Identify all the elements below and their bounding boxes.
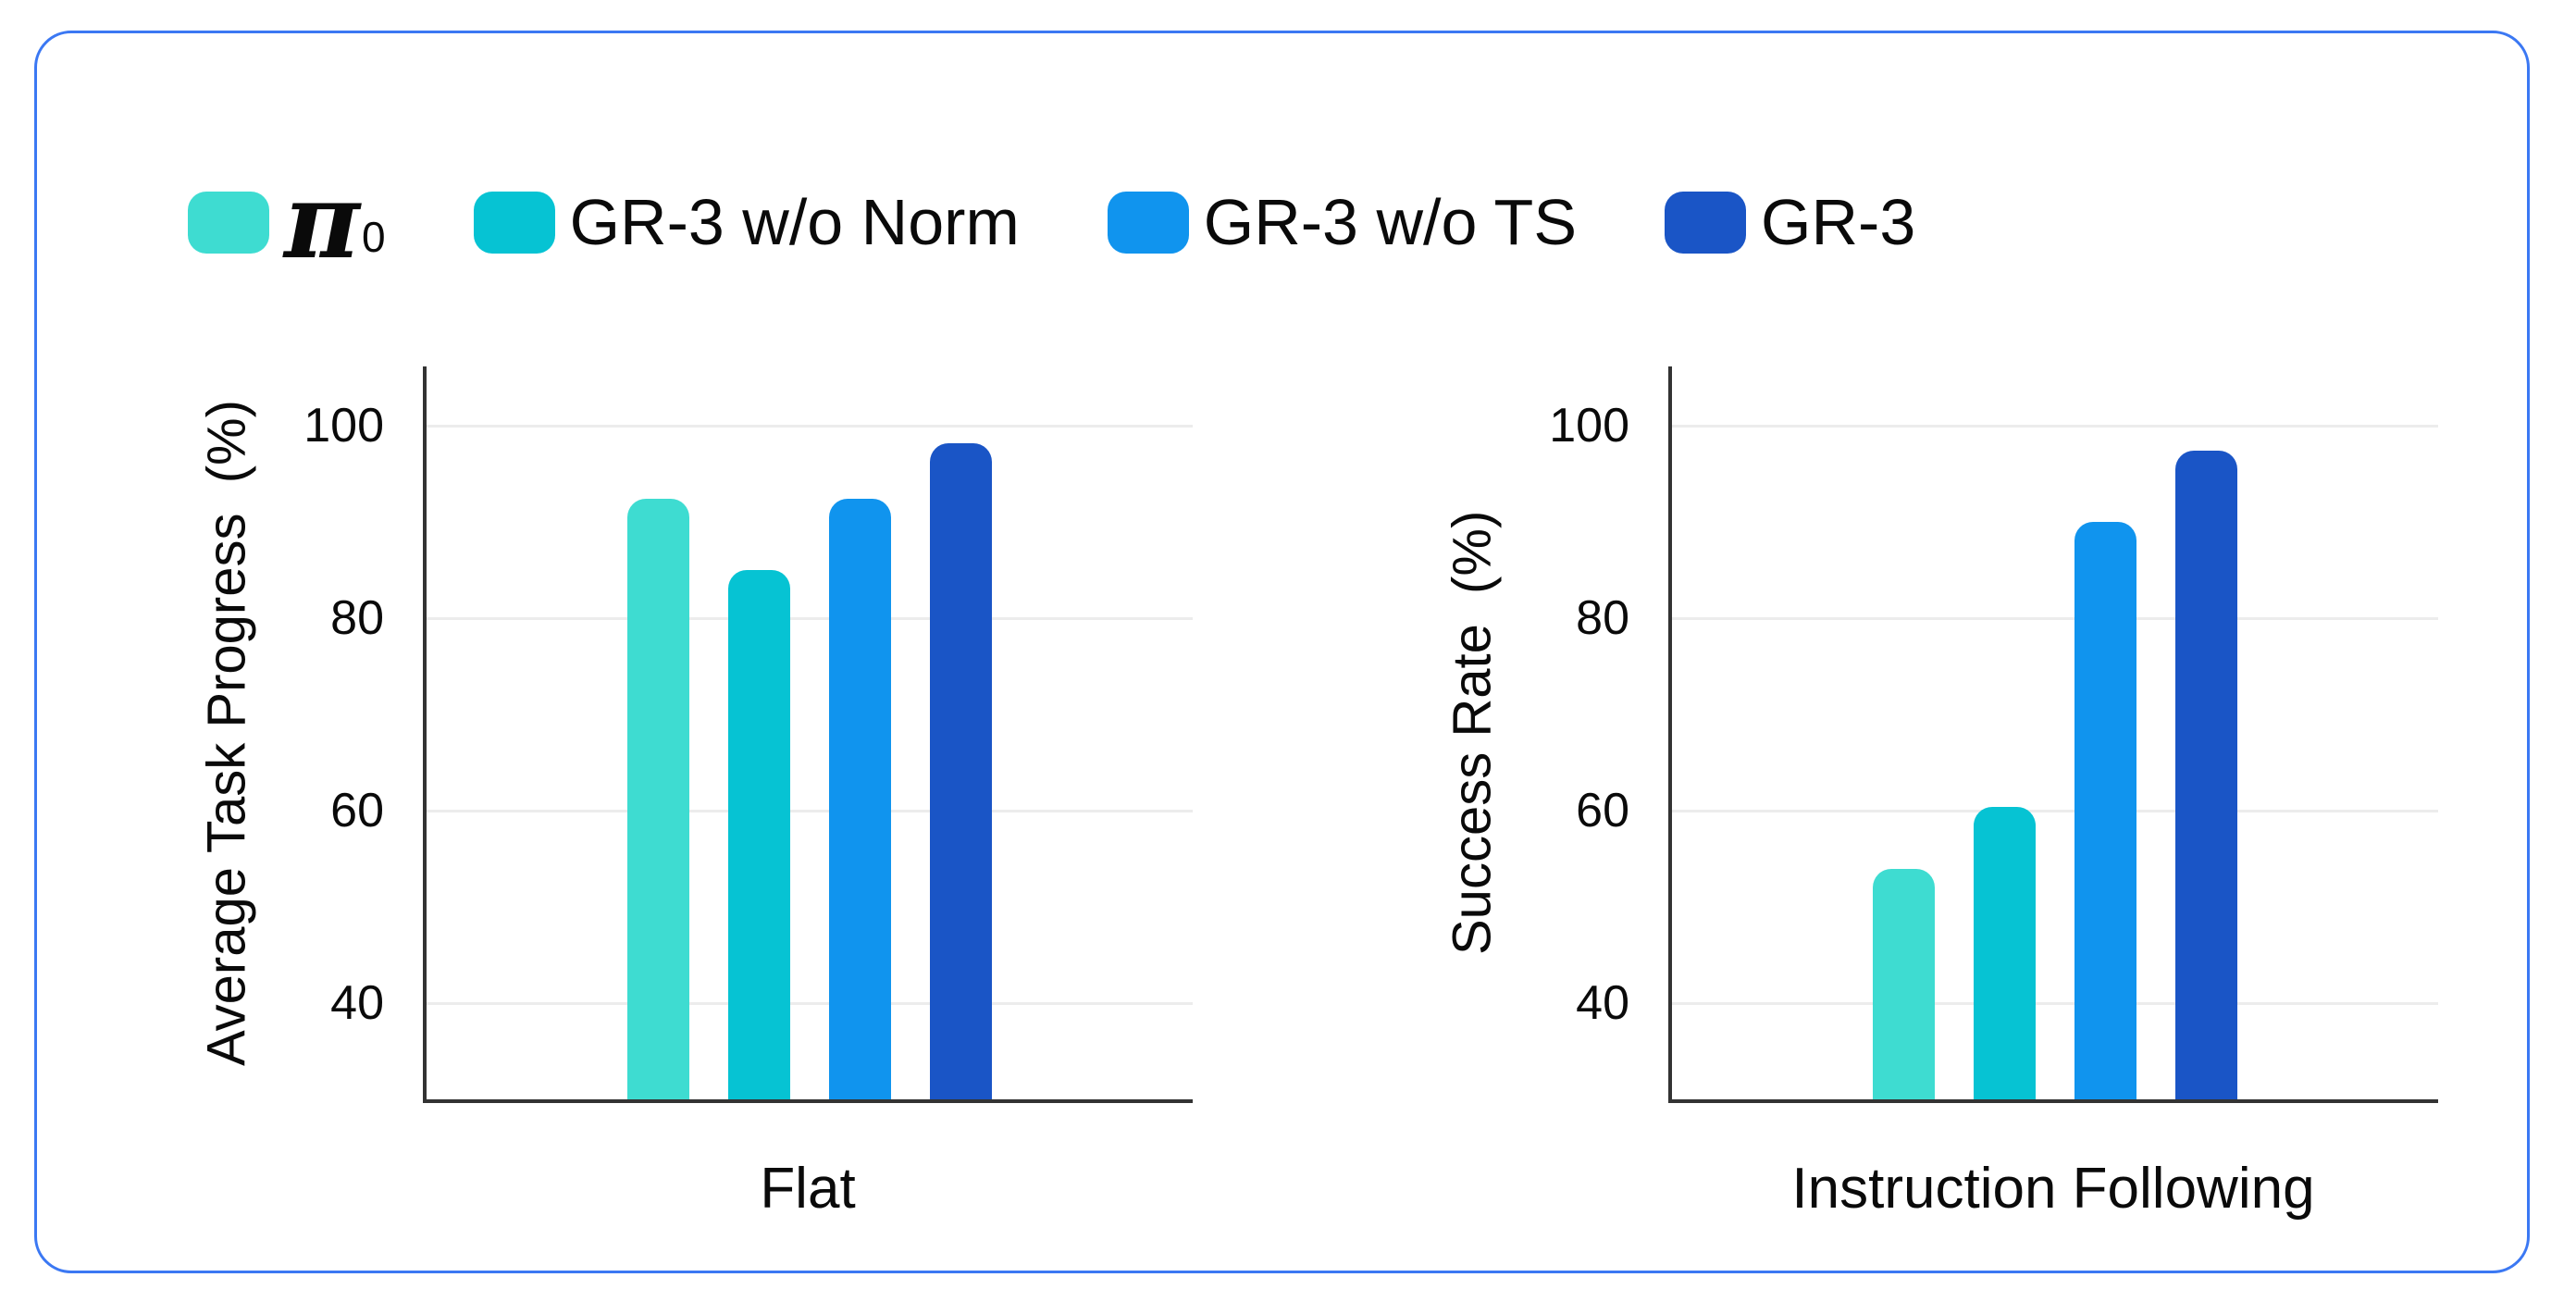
legend-label-gr3-wo-norm: GR-3 w/o Norm — [569, 186, 1020, 258]
y-tick-label-100: 100 — [303, 399, 384, 453]
plot-area-instruction-following: 40 60 80 100 — [1549, 366, 2438, 1103]
bar-gr-3-w-o-ts-flat — [829, 499, 891, 1099]
legend-item-gr3-wo-ts: GR-3 w/o TS — [1107, 186, 1578, 258]
y-tick-label-40: 40 — [330, 976, 384, 1031]
gridline-60 — [1672, 809, 2438, 812]
legend-label-gr3-wo-ts: GR-3 w/o TS — [1203, 186, 1578, 258]
x-axis-label-instruction-following: Instruction Following — [1791, 1157, 2315, 1221]
gridline-80 — [427, 616, 1193, 620]
gridline-100 — [1672, 424, 2438, 428]
legend-swatch-gr3-wo-ts — [1107, 191, 1189, 254]
legend-item-gr3: GR-3 — [1665, 190, 1915, 254]
bar-gr-3-instruction-following — [2175, 451, 2237, 1099]
gridline-60 — [427, 809, 1193, 812]
plot-area-flat: 40 60 80 100 — [303, 366, 1193, 1103]
bar-gr-3-flat — [930, 443, 992, 1099]
pi-symbol: π — [284, 161, 360, 283]
y-tick-label-80: 80 — [1576, 591, 1629, 646]
legend-swatch-gr3-wo-norm — [473, 191, 555, 254]
legend-swatch-gr3 — [1665, 191, 1747, 254]
bar-gr-3-w-o-norm-flat — [728, 570, 790, 1099]
bar-0-instruction-following — [1873, 868, 1935, 1099]
y-tick-label-60: 60 — [330, 784, 384, 838]
legend-item-gr3-wo-norm: GR-3 w/o Norm — [473, 186, 1020, 258]
bar-gr-3-w-o-ts-instruction-following — [2074, 522, 2136, 1099]
gridline-40 — [427, 1001, 1193, 1005]
gridline-100 — [427, 424, 1193, 428]
legend-item-pi0: π 0 — [188, 161, 386, 283]
bar-gr-3-w-o-norm-instruction-following — [1974, 807, 2036, 1099]
y-tick-label-40: 40 — [1576, 976, 1629, 1031]
y-tick-label-60: 60 — [1576, 784, 1629, 838]
x-axis-label-flat: Flat — [760, 1157, 856, 1221]
legend: π 0 GR-3 w/o Norm GR-3 w/o TS GR-3 — [188, 161, 1915, 283]
legend-label-gr3: GR-3 — [1761, 186, 1916, 258]
chart-instruction-following: Success Rate (%) 40 60 80 100 Instruction F… — [1282, 362, 2528, 1273]
legend-swatch-pi0 — [188, 191, 269, 254]
gridline-80 — [1672, 616, 2438, 620]
pi-subscript: 0 — [361, 213, 386, 262]
bar-0-flat — [627, 499, 689, 1099]
y-tick-label-80: 80 — [330, 591, 384, 646]
y-tick-label-100: 100 — [1549, 399, 1629, 453]
y-axis-title-left: Average Task Progress (%) — [196, 400, 257, 1066]
y-axis-title-right: Success Rate (%) — [1442, 510, 1503, 956]
legend-label-pi0: π 0 — [284, 161, 386, 283]
chart-flat: Average Task Progress (%) 40 60 80 100 Flat — [37, 362, 1282, 1273]
figure-card: π 0 GR-3 w/o Norm GR-3 w/o TS GR-3 Avera… — [34, 31, 2530, 1273]
gridline-40 — [1672, 1001, 2438, 1005]
